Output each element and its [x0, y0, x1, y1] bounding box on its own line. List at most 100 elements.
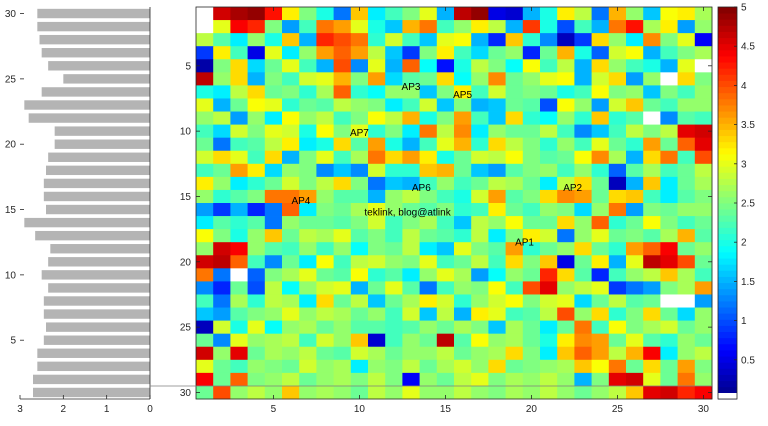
heatmap-cell: [454, 59, 472, 73]
heatmap-cell: [643, 33, 661, 47]
heatmap-cell: [643, 333, 661, 348]
heatmap-cell: [230, 268, 248, 282]
heatmap-cell: [488, 294, 506, 308]
annotation-layer: AP3 AP5 AP7 AP6 AP2 AP4 teklink, blog@atlink AP…: [291, 82, 582, 248]
colorbar-segment: [718, 31, 737, 39]
heatmap-cell: [350, 372, 369, 387]
heatmap-cell: [660, 268, 678, 282]
heatmap-cell: [608, 176, 627, 191]
heatmap-cell: [557, 85, 575, 99]
heatmap-cell: [591, 176, 610, 191]
heatmap-cell: [557, 333, 575, 348]
heatmap-cell: [419, 20, 438, 34]
heatmap-cell: [247, 98, 266, 112]
heatmap-cell: [505, 150, 524, 165]
heatmap-cell: [213, 320, 231, 335]
heatmap-cell: [643, 72, 661, 86]
heatmap-cell: [522, 307, 541, 321]
heatmap-cell: [196, 59, 214, 73]
heatmap-cell: [436, 189, 455, 204]
heatmap-cell: [247, 72, 266, 86]
heatmap-cell: [660, 72, 678, 86]
heatmap-cell: [247, 346, 266, 361]
heatmap-cell: [333, 7, 352, 21]
heatmap-cell: [316, 150, 334, 165]
heatmap-cell: [419, 307, 438, 321]
heatmap-cell: [350, 307, 369, 321]
heatmap-cell: [591, 7, 610, 21]
heatmap-cell: [471, 7, 489, 21]
heatmap-cell: [488, 85, 506, 99]
heatmap-cell: [333, 242, 352, 256]
heatmap-cell: [350, 85, 369, 99]
heatmap-cell: [333, 346, 352, 361]
heatmap-cell: [402, 7, 420, 21]
heatmap-cell: [557, 176, 575, 191]
heatmap-cell: [540, 189, 558, 204]
heatmap-cell: [660, 294, 678, 308]
heatmap-cell: [540, 111, 558, 125]
heatmap-cell: [385, 189, 403, 204]
heatmap-cell: [677, 255, 696, 269]
colorbar-segment: [718, 117, 737, 124]
heatmap-cell: [505, 176, 524, 191]
heatmap-cell: [488, 33, 506, 47]
heatmap-cell: [660, 20, 678, 34]
heatmap-cell: [402, 372, 420, 387]
bar-x-tick-label: 3: [17, 404, 23, 415]
heatmap-cell: [540, 176, 558, 191]
heatmap-cell: [471, 385, 489, 400]
heatmap-cell: [436, 111, 455, 125]
heatmap-cell: [402, 85, 420, 99]
heatmap-cell: [333, 281, 352, 295]
bar-y-tick-label: 15: [5, 205, 17, 216]
heatmap-cell: [247, 59, 266, 73]
heatmap-cell: [436, 307, 455, 321]
heatmap-cell: [264, 98, 283, 112]
heatmap-cell: [282, 203, 300, 217]
heatmap-cell: [626, 124, 644, 139]
heatmap-cell: [694, 33, 713, 47]
heatmap-cell: [643, 7, 661, 21]
heatmap-cell: [419, 163, 438, 178]
heatmap-cell: [282, 7, 300, 21]
heatmap-cell: [694, 124, 713, 139]
heatmap-cell: [454, 320, 472, 335]
heatmap-cell: [368, 307, 386, 321]
heatmap-cell: [333, 229, 352, 243]
heatmap-cell: [368, 59, 386, 73]
heatmap-cell: [264, 385, 283, 400]
colorbar-segment: [718, 362, 737, 369]
heatmap-cell: [196, 242, 214, 256]
bar-x-tick-label: 0: [147, 404, 153, 415]
heatmap-cell: [419, 85, 438, 99]
heatmap-cell: [643, 20, 661, 34]
heatmap-cell: [454, 294, 472, 308]
heatmap-cell: [196, 385, 214, 400]
heatmap-cell: [402, 111, 420, 125]
heatmap-cell: [402, 163, 420, 178]
heatmap-cell: [677, 307, 696, 321]
bar: [54, 126, 150, 136]
heatmap-cell: [419, 111, 438, 125]
bar: [37, 21, 150, 32]
heatmap-chart: 5 10 15 20 25 30 5 10 15 20 25 30: [180, 6, 713, 415]
heatmap-cell: [660, 176, 678, 191]
heatmap-cell: [333, 163, 352, 178]
heatmap-cell: [213, 307, 231, 321]
heatmap-cell: [402, 98, 420, 112]
bar: [37, 8, 150, 19]
heatmap-cell: [488, 20, 506, 34]
bar-x-tick-label: 2: [61, 404, 67, 415]
heatmap-cell: [626, 46, 644, 60]
heatmap-cell: [471, 216, 489, 230]
heatmap-cell: [694, 294, 713, 308]
heatmap-cell: [557, 320, 575, 335]
heatmap-cell: [196, 189, 214, 204]
heatmap-cell: [264, 203, 283, 217]
heatmap-cell: [471, 20, 489, 34]
heatmap-cell: [213, 281, 231, 295]
heatmap-cell: [488, 229, 506, 243]
heatmap-cell: [591, 72, 610, 86]
heatmap-cell: [626, 150, 644, 165]
